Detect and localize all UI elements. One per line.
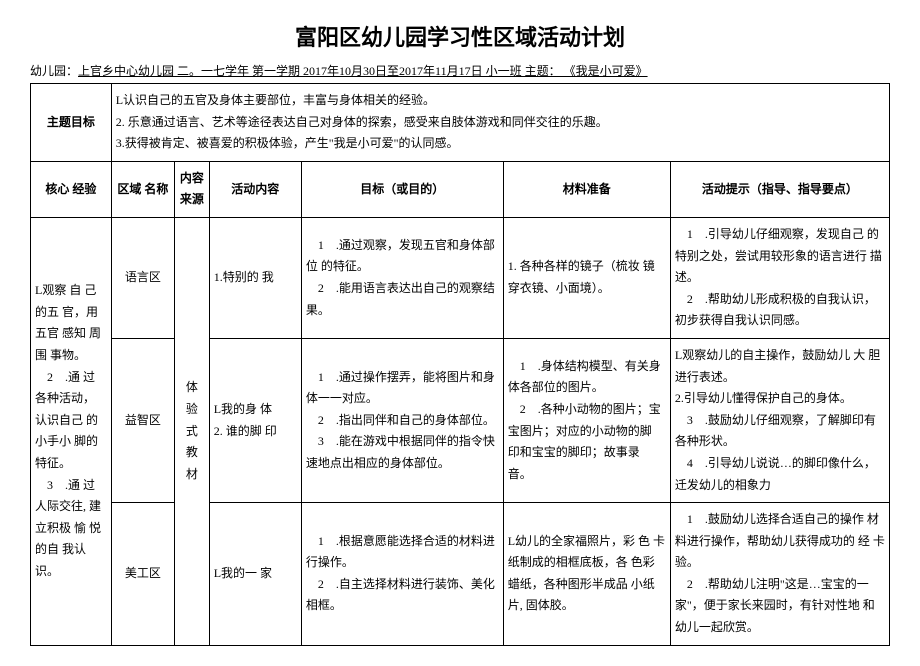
hdr-core: 核心 经验: [31, 161, 112, 217]
content-source: 体 验 式 教 材: [175, 217, 210, 645]
row2-activity: L我的一 家: [209, 503, 301, 646]
row0-tips: 1 .引导幼儿仔细观察，发现自己 的 特别之处，尝试用较形象的语言进行 描述。 …: [670, 217, 889, 338]
theme-goal-text: L认识自己的五官及身体主要部位，丰富与身体相关的经验。 2. 乐意通过语言、艺术…: [111, 84, 889, 162]
row1-activity: L我的身 体 2. 谁的脚 印: [209, 338, 301, 502]
row1-tips: L观察幼儿的自主操作，鼓励幼儿 大 胆进行表述。 2.引导幼儿懂得保护自己的身体…: [670, 338, 889, 502]
hdr-activity: 活动内容: [209, 161, 301, 217]
theme-goal-label: 主题目标: [31, 84, 112, 162]
row2-goal: 1 .根据意愿能选择合适的材料进 行操作。 2 .自主选择材料进行装饰、美化 相…: [301, 503, 503, 646]
hdr-source: 内容来源: [175, 161, 210, 217]
subtitle-prefix: 幼儿园：: [30, 64, 78, 78]
hdr-goal: 目标（或目的）: [301, 161, 503, 217]
hdr-material: 材料准备: [503, 161, 670, 217]
row0-area: 语言区: [111, 217, 174, 338]
row0-goal: 1 .通过观察，发现五官和身体部 位 的特征。 2 .能用语言表达出自己的观察结…: [301, 217, 503, 338]
row0-material: 1. 各种各样的镜子（梳妆 镜 穿衣镜、小面境）。: [503, 217, 670, 338]
hdr-tips: 活动提示（指导、指导要点）: [670, 161, 889, 217]
row0-activity: 1.特别的 我: [209, 217, 301, 338]
subtitle-line: 幼儿园：上官乡中心幼儿园 二。一七学年 第一学期 2017年10月30日至201…: [30, 62, 890, 79]
plan-table: 主题目标 L认识自己的五官及身体主要部位，丰富与身体相关的经验。 2. 乐意通过…: [30, 83, 890, 646]
page-title: 富阳区幼儿园学习性区域活动计划: [30, 20, 890, 52]
hdr-area: 区域 名称: [111, 161, 174, 217]
row1-material: 1 .身体结构模型、有关身 体各部位的图片。 2 .各种小动物的图片；宝 宝图片…: [503, 338, 670, 502]
subtitle-school: 上官乡中心幼儿园 二。一七学年 第一学期 2017年10月30日至2017年11…: [78, 64, 648, 78]
row2-material: L幼儿的全家福照片，彩 色 卡纸制成的相框底板，各 色彩 蜡纸，各种图形半成品 …: [503, 503, 670, 646]
row1-goal: 1 .通过操作摆弄，能将图片和身体一一对应。 2 .指出同伴和自己的身体部位。 …: [301, 338, 503, 502]
row1-area: 益智区: [111, 338, 174, 502]
row2-area: 美工区: [111, 503, 174, 646]
core-experience: L观察 自 己的五 官，用五官 感知 周围 事物。 2 .通 过 各种活动，认识…: [31, 217, 112, 645]
row2-tips: 1 .鼓励幼儿选择合适自己的操作 材料进行操作，帮助幼儿获得成功的 经 卡验。 …: [670, 503, 889, 646]
